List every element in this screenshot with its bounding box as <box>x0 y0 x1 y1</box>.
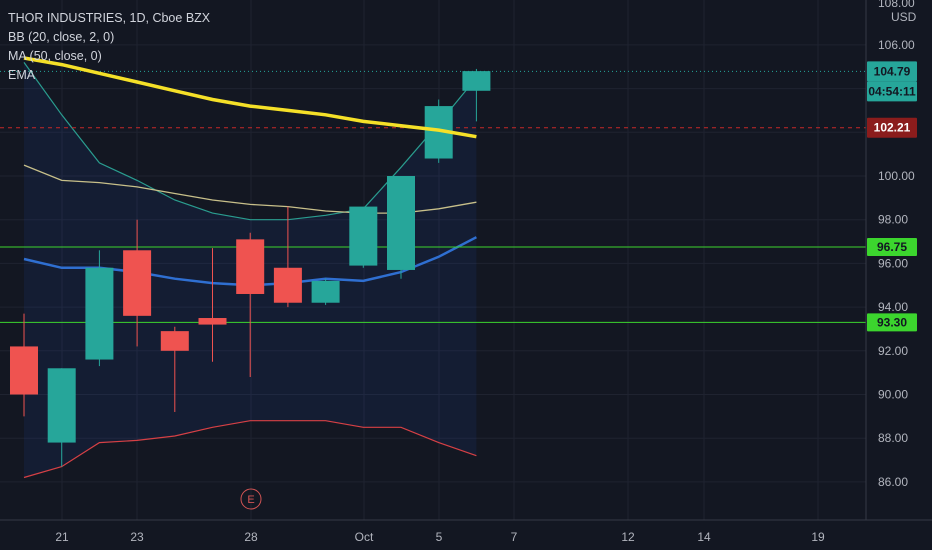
ma50-line <box>23 56 477 139</box>
candle[interactable] <box>387 176 415 279</box>
price-label: 98.00 <box>878 213 908 227</box>
countdown-tag: 04:54:11 <box>867 81 917 102</box>
candle[interactable] <box>123 219 152 347</box>
price-tags: 104.79 04:54:11 102.21 96.75 93.30 <box>867 61 917 332</box>
time-axis[interactable]: 21 23 28 Oct 5 7 12 14 19 <box>0 519 932 544</box>
symbol-title[interactable]: THOR INDUSTRIES, 1D, Cboe BZX <box>8 11 211 25</box>
svg-text:102.21: 102.21 <box>874 121 911 135</box>
candle[interactable] <box>273 206 302 308</box>
chart-legend: THOR INDUSTRIES, 1D, Cboe BZX BB (20, cl… <box>8 9 210 85</box>
candle[interactable] <box>10 313 38 417</box>
bollinger-lower-line <box>23 420 477 479</box>
time-label: 28 <box>244 530 258 544</box>
price-label: 92.00 <box>878 344 908 358</box>
candle[interactable] <box>311 278 340 305</box>
price-label: 88.00 <box>878 431 908 445</box>
price-label: 94.00 <box>878 300 908 314</box>
candle[interactable] <box>160 326 189 412</box>
price-label: 106.00 <box>878 38 915 52</box>
price-axis-top-label: 108.00 <box>878 0 915 10</box>
bollinger-upper-line <box>23 62 477 221</box>
candle[interactable] <box>198 248 227 362</box>
svg-text:04:54:11: 04:54:11 <box>868 84 916 98</box>
ma-price-tag: 102.21 <box>867 117 917 138</box>
svg-text:93.30: 93.30 <box>877 315 907 329</box>
time-label: 7 <box>511 530 518 544</box>
currency-label: USD <box>891 10 917 24</box>
svg-text:104.79: 104.79 <box>874 64 911 78</box>
time-label: 5 <box>436 530 443 544</box>
price-label: 96.00 <box>878 256 908 270</box>
candle[interactable] <box>47 368 76 467</box>
price-label: 90.00 <box>878 388 908 402</box>
indicator-ma[interactable]: MA (50, close, 0) <box>8 49 102 63</box>
candle[interactable] <box>462 68 491 122</box>
time-label: Oct <box>355 530 374 544</box>
level-lower-tag: 93.30 <box>867 313 917 332</box>
time-label: 12 <box>621 530 635 544</box>
level-upper-tag: 96.75 <box>867 238 917 257</box>
time-label: 23 <box>130 530 144 544</box>
candle[interactable] <box>349 206 378 268</box>
price-label: 100.00 <box>878 169 915 183</box>
candlestick-series <box>10 68 491 467</box>
svg-text:96.75: 96.75 <box>877 240 907 254</box>
indicator-ema[interactable]: EMA <box>8 68 36 82</box>
time-label: 21 <box>55 530 69 544</box>
time-label: 14 <box>697 530 711 544</box>
earnings-marker[interactable]: E <box>240 488 262 510</box>
earnings-marker-label: E <box>247 494 254 506</box>
candle[interactable] <box>85 250 114 367</box>
price-label: 86.00 <box>878 475 908 489</box>
indicator-bb[interactable]: BB (20, close, 2, 0) <box>8 30 115 44</box>
price-axis[interactable]: 106.00104.00102.00100.0098.0096.0094.009… <box>865 0 917 520</box>
candle[interactable] <box>236 232 265 378</box>
last-price-tag: 104.79 <box>867 61 917 82</box>
time-label: 19 <box>811 530 825 544</box>
